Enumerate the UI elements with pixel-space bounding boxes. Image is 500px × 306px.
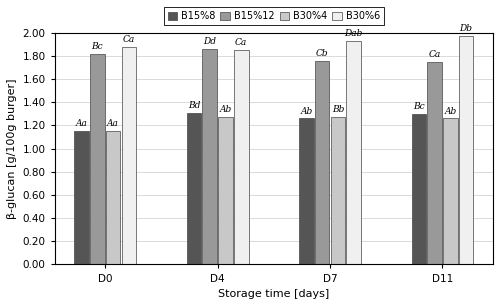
Text: Ab: Ab: [220, 105, 232, 114]
Text: Db: Db: [460, 24, 472, 33]
Bar: [459, 36, 473, 264]
Bar: [218, 117, 233, 264]
Bar: [412, 114, 426, 264]
Bar: [186, 113, 202, 264]
Text: Bd: Bd: [188, 101, 200, 110]
Bar: [74, 131, 89, 264]
Bar: [443, 118, 458, 264]
Bar: [90, 54, 104, 264]
Bar: [315, 61, 330, 264]
Text: Aa: Aa: [76, 119, 88, 128]
Bar: [330, 117, 345, 264]
Text: Bb: Bb: [332, 105, 344, 114]
Bar: [106, 131, 120, 264]
Text: Dab: Dab: [344, 29, 363, 38]
Text: Ca: Ca: [122, 35, 135, 44]
Bar: [122, 47, 136, 264]
Text: Aa: Aa: [107, 119, 119, 128]
Text: Ab: Ab: [300, 106, 312, 116]
Text: Cb: Cb: [316, 49, 328, 58]
Text: Dd: Dd: [204, 37, 216, 46]
Text: Ca: Ca: [428, 50, 440, 59]
Legend: B15%8, B15%12, B30%4, B30%6: B15%8, B15%12, B30%4, B30%6: [164, 7, 384, 25]
Text: Ca: Ca: [235, 38, 248, 47]
Text: Bc: Bc: [413, 102, 424, 111]
Bar: [202, 49, 217, 264]
Text: Ab: Ab: [444, 106, 456, 116]
Text: Bc: Bc: [92, 42, 103, 51]
Y-axis label: β-glucan [g/100g burger]: β-glucan [g/100g burger]: [7, 78, 17, 219]
Bar: [299, 118, 314, 264]
Bar: [234, 50, 248, 264]
Bar: [428, 62, 442, 264]
X-axis label: Storage time [days]: Storage time [days]: [218, 289, 330, 299]
Bar: [346, 41, 361, 264]
